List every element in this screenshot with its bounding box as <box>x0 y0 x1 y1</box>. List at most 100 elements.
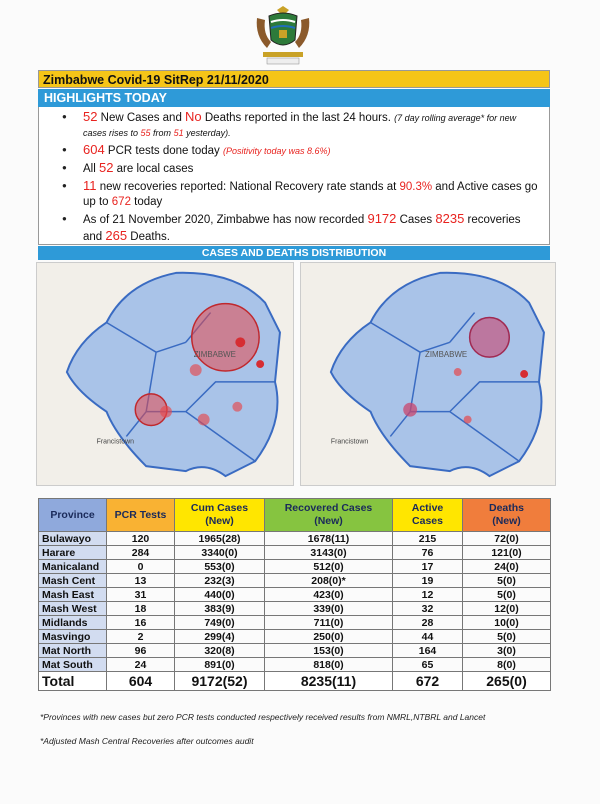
cell-province: Manicaland <box>38 559 107 574</box>
cell-rec: 8235(11) <box>264 671 393 691</box>
cell-rec: 153(0) <box>264 643 393 658</box>
cell-pcr: 96 <box>106 643 175 658</box>
cell-active: 164 <box>392 643 463 658</box>
highlight-item-tests: 604 PCR tests done today (Positivity tod… <box>62 142 541 159</box>
table-row: Manicaland 0 553(0) 512(0) 17 24(0) <box>38 559 551 574</box>
cell-pcr: 16 <box>106 615 175 630</box>
header-text: Cases <box>412 515 443 527</box>
text: New Cases and <box>97 112 186 124</box>
table-row: Bulawayo 120 1965(28) 1678(11) 215 72(0) <box>38 531 551 546</box>
cell-pcr: 31 <box>106 587 175 602</box>
cell-province: Masvingo <box>38 629 107 644</box>
cell-province: Bulawayo <box>38 531 107 546</box>
new-cases-count: 52 <box>83 109 98 124</box>
cell-rec: 1678(11) <box>264 531 393 546</box>
table-row: Mash Cent 13 232(3) 208(0)* 19 5(0) <box>38 573 551 588</box>
cell-cum: 1965(28) <box>174 531 265 546</box>
table-row: Harare 284 3340(0) 3143(0) 76 121(0) <box>38 545 551 560</box>
text: Deaths reported in the last 24 hours. <box>201 112 395 124</box>
cell-active: 65 <box>392 657 463 672</box>
text: are local cases <box>113 163 194 175</box>
cell-pcr: 284 <box>106 545 175 560</box>
cell-active: 44 <box>392 629 463 644</box>
col-cum: Cum Cases (New) <box>174 498 265 532</box>
cell-cum: 3340(0) <box>174 545 265 560</box>
cell-cum: 320(8) <box>174 643 265 658</box>
col-deaths: Deaths (New) <box>462 498 551 532</box>
distribution-heading: CASES AND DEATHS DISTRIBUTION <box>38 246 550 260</box>
text: and Active cases go up to <box>83 181 538 208</box>
header-text: Cum Cases <box>190 502 249 514</box>
col-active: Active Cases <box>392 498 463 532</box>
cell-pcr: 604 <box>106 671 175 691</box>
no-deaths: No <box>185 109 202 124</box>
deaths-map: ZIMBABWE Francistown <box>300 262 556 486</box>
text: today <box>130 196 163 208</box>
cell-rec: 818(0) <box>264 657 393 672</box>
cell-province: Mash West <box>38 601 107 616</box>
cell-cum: 553(0) <box>174 559 265 574</box>
total-cases: 9172 <box>367 211 397 226</box>
cell-deaths: 3(0) <box>462 643 551 658</box>
cell-cum: 891(0) <box>174 657 265 672</box>
report-title: Zimbabwe Covid-19 SitRep 21/11/2020 <box>38 70 550 88</box>
cell-province: Harare <box>38 545 107 560</box>
cell-cum: 440(0) <box>174 587 265 602</box>
cell-cum: 749(0) <box>174 615 265 630</box>
recovery-rate: 90.3% <box>399 181 433 193</box>
positivity-note: (Positivity today was 8.6%) <box>222 146 331 156</box>
header-text: PCR Tests <box>114 508 167 521</box>
cell-deaths: 5(0) <box>462 587 551 602</box>
cell-cum: 383(9) <box>174 601 265 616</box>
table-row: Mat South 24 891(0) 818(0) 65 8(0) <box>38 657 551 672</box>
cell-active: 672 <box>392 671 463 691</box>
cell-active: 17 <box>392 559 463 574</box>
cell-rec: 208(0)* <box>264 573 393 588</box>
header-text: (New) <box>492 515 521 527</box>
cell-cum: 232(3) <box>174 573 265 588</box>
text: yesterday). <box>183 128 231 138</box>
cell-cum: 299(4) <box>174 629 265 644</box>
col-rec: Recovered Cases (New) <box>264 498 393 532</box>
footnote-provinces: *Provinces with new cases but zero PCR t… <box>40 712 486 722</box>
map-label-francistown: Francistown <box>97 438 134 445</box>
cell-cum: 9172(52) <box>174 671 265 691</box>
highlights-heading: HIGHLIGHTS TODAY <box>38 89 550 107</box>
cases-map: ZIMBABWE Francistown <box>36 262 294 486</box>
cell-active: 12 <box>392 587 463 602</box>
cell-province: Mash Cent <box>38 573 107 588</box>
active-count: 672 <box>111 196 131 208</box>
cell-rec: 339(0) <box>264 601 393 616</box>
header-text: Deaths <box>488 502 524 514</box>
cell-province: Total <box>38 671 107 691</box>
text: Deaths. <box>127 231 170 243</box>
cell-active: 76 <box>392 545 463 560</box>
map-label-country-2: ZIMBABWE <box>425 350 467 359</box>
highlight-item-new-cases: 52 New Cases and No Deaths reported in t… <box>62 109 541 141</box>
cell-rec: 250(0) <box>264 629 393 644</box>
highlights-box: 52 New Cases and No Deaths reported in t… <box>38 107 550 245</box>
text: from <box>150 128 174 138</box>
col-province: Province <box>38 498 107 532</box>
cell-deaths: 12(0) <box>462 601 551 616</box>
text: PCR tests done today <box>104 145 223 157</box>
previous-average: 51 <box>173 128 184 138</box>
highlight-item-recoveries: 11 new recoveries reported: National Rec… <box>62 178 541 210</box>
cell-pcr: 120 <box>106 531 175 546</box>
text: As of 21 November 2020, Zimbabwe has now… <box>83 214 368 226</box>
table-row: Mash West 18 383(9) 339(0) 32 12(0) <box>38 601 551 616</box>
text: All <box>83 163 99 175</box>
col-pcr: PCR Tests <box>106 498 175 532</box>
map-label-francistown-2: Francistown <box>331 438 368 445</box>
province-table: Province PCR Tests Cum Cases (New) Recove… <box>38 498 551 691</box>
header-text: (New) <box>205 515 234 527</box>
cell-rec: 512(0) <box>264 559 393 574</box>
cell-deaths: 121(0) <box>462 545 551 560</box>
text: recoveries and <box>83 214 521 243</box>
header-text: (New) <box>314 515 343 527</box>
table-row: Mash East 31 440(0) 423(0) 12 5(0) <box>38 587 551 602</box>
cell-deaths: 8(0) <box>462 657 551 672</box>
cell-province: Mash East <box>38 587 107 602</box>
text: (7 day rolling average* for new cases ri… <box>83 113 517 138</box>
table-total-row: Total 604 9172(52) 8235(11) 672 265(0) <box>38 671 551 691</box>
